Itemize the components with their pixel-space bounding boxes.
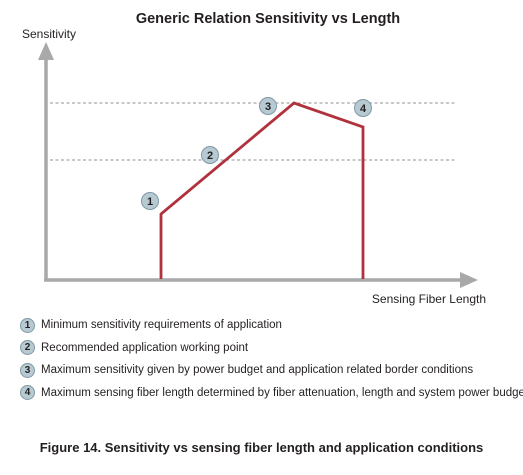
point-badge-3: 3 bbox=[259, 97, 277, 115]
legend-text: Minimum sensitivity requirements of appl… bbox=[41, 319, 282, 331]
legend-badge: 4 bbox=[20, 385, 35, 400]
legend-item-3: 3 Maximum sensitivity given by power bud… bbox=[20, 359, 520, 381]
figure-caption: Figure 14. Sensitivity vs sensing fiber … bbox=[39, 440, 484, 455]
point-badge-label: 4 bbox=[360, 103, 367, 115]
y-axis bbox=[38, 42, 54, 281]
legend: 1 Minimum sensitivity requirements of ap… bbox=[20, 314, 523, 404]
legend-badge: 3 bbox=[20, 362, 35, 378]
x-axis bbox=[44, 272, 478, 288]
legend-text: Maximum sensitivity given by power budge… bbox=[41, 364, 474, 376]
legend-item-1: 1 Minimum sensitivity requirements of ap… bbox=[20, 314, 520, 336]
legend-badge: 2 bbox=[20, 340, 35, 355]
legend-badge: 1 bbox=[20, 317, 35, 333]
x-axis-arrow-icon bbox=[460, 272, 478, 288]
y-axis-label: Sensitivity bbox=[22, 27, 76, 41]
legend-item-2: 2 Recommended application working point bbox=[20, 337, 520, 359]
point-badge-label: 3 bbox=[265, 101, 271, 113]
point-badge-1: 1 bbox=[141, 192, 159, 210]
y-axis-arrow-icon bbox=[38, 42, 54, 60]
legend-item-4: 4 Maximum sensing fiber length determine… bbox=[20, 382, 523, 404]
x-axis-label: Sensing Fiber Length bbox=[372, 292, 486, 306]
sensitivity-curve bbox=[159, 101, 365, 279]
legend-text: Recommended application working point bbox=[41, 341, 249, 354]
point-badge-4: 4 bbox=[354, 99, 372, 117]
diagram-title: Generic Relation Sensitivity vs Length bbox=[136, 11, 400, 27]
point-badge-2: 2 bbox=[201, 146, 219, 164]
sensitivity-diagram: Generic Relation Sensitivity vs Length S… bbox=[22, 11, 486, 306]
point-badge-label: 1 bbox=[147, 196, 153, 208]
legend-text: Maximum sensing fiber length determined … bbox=[41, 386, 523, 399]
point-badge-label: 2 bbox=[207, 150, 213, 162]
